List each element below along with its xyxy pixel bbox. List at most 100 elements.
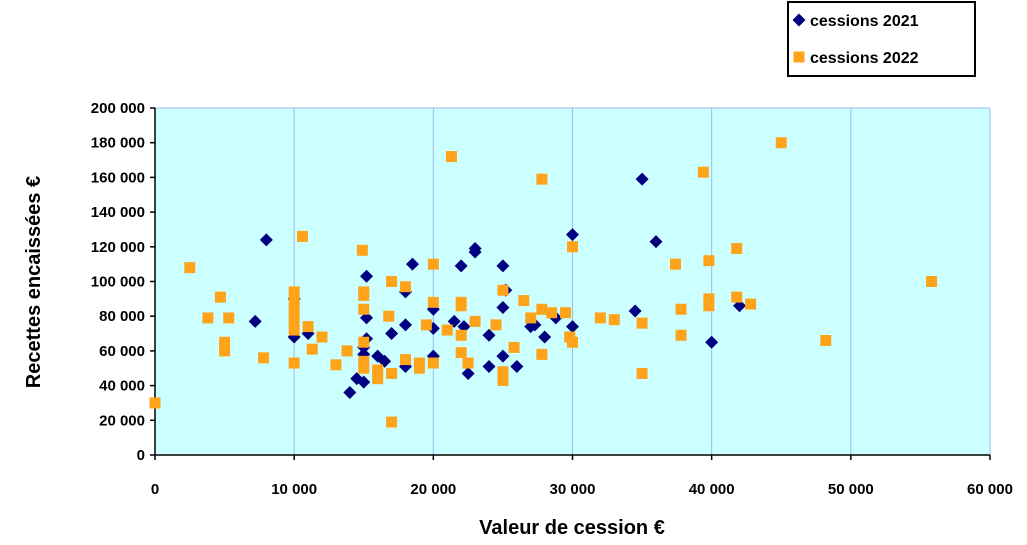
square-point: [675, 303, 687, 315]
square-point: [455, 296, 467, 308]
square-point: [525, 312, 537, 324]
data-points: [149, 137, 938, 428]
diamond-point: [496, 301, 510, 315]
square-point: [358, 362, 370, 374]
square-point: [288, 286, 300, 298]
gridlines: [155, 107, 991, 455]
square-point: [731, 243, 743, 255]
square-point: [372, 364, 384, 376]
x-tick-label: 0: [151, 481, 159, 498]
square-point: [341, 345, 353, 357]
legend-marker: [792, 13, 806, 27]
square-point: [358, 336, 370, 348]
square-point: [469, 315, 481, 327]
square-point: [490, 319, 502, 331]
square-point: [536, 173, 548, 185]
diamond-point: [566, 228, 579, 242]
square-point: [775, 137, 787, 149]
diamond-point: [482, 360, 496, 374]
square-point: [546, 307, 558, 319]
y-tick-label: 0: [137, 447, 145, 464]
square-point: [413, 357, 425, 369]
square-point: [358, 286, 370, 298]
square-point: [297, 230, 309, 242]
square-point: [926, 276, 938, 287]
square-point: [427, 258, 439, 270]
square-point: [316, 331, 328, 343]
square-point: [288, 357, 300, 369]
square-point: [518, 295, 530, 307]
square-point: [383, 310, 395, 322]
square-point: [372, 373, 384, 385]
square-point: [202, 312, 214, 324]
x-tick-label: 20 000: [410, 481, 456, 498]
diamond-point: [461, 366, 475, 380]
square-point: [288, 307, 300, 319]
square-point: [594, 312, 606, 324]
square-point: [386, 367, 398, 379]
square-point: [306, 343, 318, 355]
square-point: [669, 258, 681, 270]
square-point: [703, 293, 715, 305]
y-tick-label: 40 000: [99, 378, 145, 395]
diamond-point: [385, 327, 399, 341]
square-point: [497, 284, 509, 296]
y-axis-ticks: 0 20 000 40 000 60 000 80 000 100 000 120 000 1…: [91, 100, 155, 464]
square-point: [608, 314, 620, 326]
square-point: [441, 324, 453, 336]
legend-box: [787, 1, 976, 77]
y-tick-label: 80 000: [99, 308, 145, 325]
diamond-point: [259, 233, 273, 247]
diamond-point: [360, 269, 374, 283]
y-tick-label: 60 000: [99, 343, 145, 360]
y-tick-label: 140 000: [91, 204, 145, 221]
y-tick-label: 200 000: [91, 100, 145, 117]
square-point: [358, 355, 370, 367]
square-point: [258, 352, 270, 364]
diamond-point: [399, 318, 412, 332]
legend-label: cessions 2021: [810, 13, 919, 30]
diamond-point: [510, 360, 524, 374]
square-point: [302, 321, 314, 333]
square-point: [223, 312, 235, 324]
square-point: [636, 317, 648, 329]
square-point: [219, 336, 231, 348]
x-axis-title: Valeur de cession €: [479, 517, 665, 539]
square-point: [567, 336, 578, 348]
legend-marker: [793, 51, 805, 63]
square-point: [497, 374, 509, 386]
square-point: [462, 357, 474, 369]
square-point: [358, 303, 370, 315]
diamond-point: [649, 235, 663, 249]
square-point: [386, 416, 398, 428]
square-point: [536, 348, 548, 360]
square-point: [560, 307, 572, 319]
square-point: [288, 324, 300, 336]
diamond-point: [496, 349, 510, 363]
square-point: [703, 255, 715, 267]
square-point: [455, 329, 467, 341]
y-axis-title: Recettes encaissées €: [23, 176, 45, 388]
square-point: [703, 300, 715, 312]
square-point: [288, 315, 300, 327]
square-point: [820, 334, 832, 346]
diamond-point: [454, 259, 468, 273]
diamond-point: [357, 375, 371, 389]
y-tick-label: 20 000: [99, 412, 145, 429]
square-point: [149, 397, 161, 409]
square-point: [567, 241, 578, 253]
x-tick-label: 50 000: [828, 481, 874, 498]
diamond-point: [482, 328, 496, 342]
x-tick-label: 60 000: [967, 481, 1013, 498]
diamond-point: [248, 314, 262, 328]
diamond-point: [566, 320, 579, 334]
square-point: [400, 354, 411, 366]
square-point: [745, 298, 757, 310]
square-point: [497, 366, 509, 378]
diamond-point: [705, 335, 719, 349]
y-tick-label: 100 000: [91, 274, 145, 291]
legend-label: cessions 2022: [810, 50, 919, 67]
square-point: [184, 262, 196, 274]
diamond-point: [343, 386, 357, 400]
